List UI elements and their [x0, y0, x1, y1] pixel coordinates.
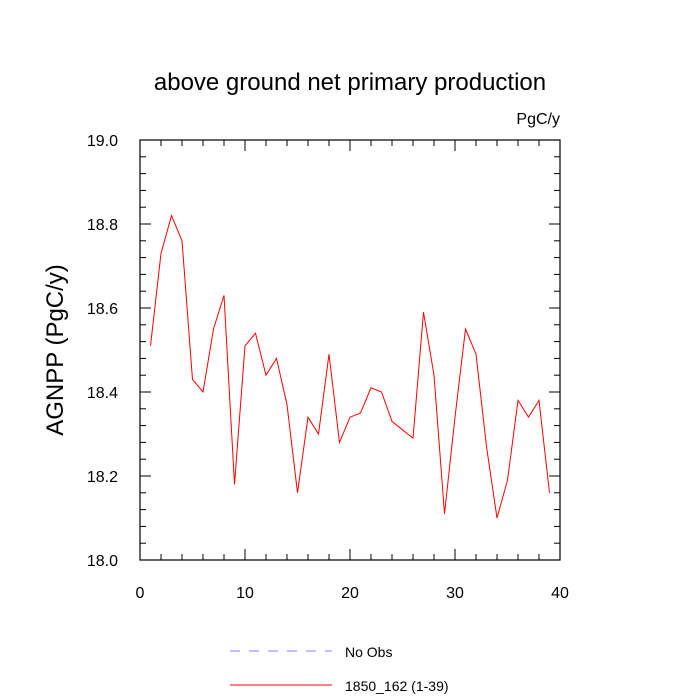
plot-frame	[139, 139, 561, 561]
legend-label: 1850_162 (1-39)	[345, 678, 449, 694]
legend: No Obs 1850_162 (1-39)	[230, 644, 449, 694]
x-tick-label: 30	[446, 585, 464, 602]
y-tick-label: 19.0	[87, 133, 118, 150]
y-tick-label: 18.6	[87, 301, 118, 318]
units-label: PgC/y	[516, 111, 560, 128]
y-tick-label: 18.4	[87, 385, 118, 402]
x-tick-label: 40	[551, 585, 569, 602]
x-tick-label: 20	[341, 585, 359, 602]
y-tick-label: 18.8	[87, 217, 118, 234]
y-tick-label: 18.0	[87, 553, 118, 570]
x-tick-label: 0	[136, 585, 145, 602]
legend-label: No Obs	[345, 644, 392, 660]
y-axis-title: AGNPP (PgC/y)	[42, 264, 69, 436]
chart-title: above ground net primary production	[154, 69, 546, 96]
axes-layer: 0 10 20 30 40 18.0 18.2 18.4 18.6 18.8 19.0	[87, 133, 569, 602]
y-tick-label: 18.2	[87, 469, 118, 486]
plot-layer	[150, 214, 550, 519]
x-tick-label: 10	[236, 585, 254, 602]
series-line	[150, 214, 550, 519]
